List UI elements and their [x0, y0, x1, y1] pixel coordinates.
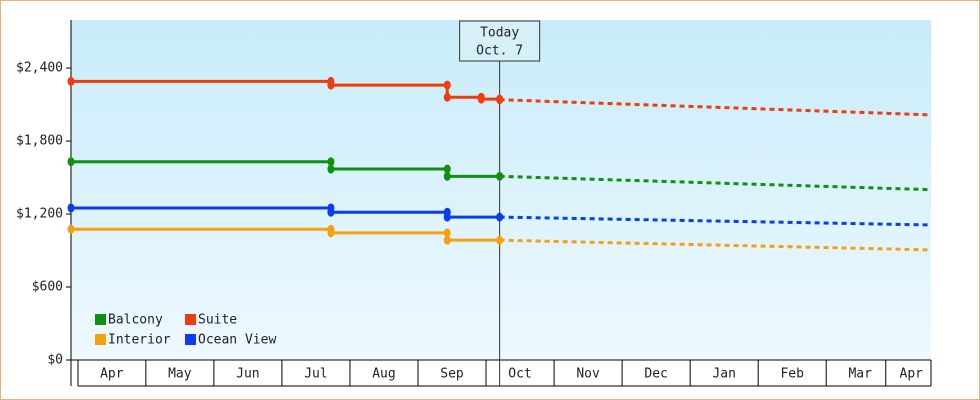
- point: [443, 235, 451, 245]
- legend-swatch: [95, 314, 106, 325]
- legend-swatch: [185, 334, 196, 345]
- point: [477, 94, 485, 104]
- today-label: Oct. 7: [476, 44, 523, 59]
- today-label: Today: [480, 26, 519, 41]
- point: [327, 207, 335, 217]
- x-tick-label: Feb: [780, 367, 804, 382]
- point: [443, 80, 451, 90]
- point: [443, 92, 451, 102]
- point: [443, 228, 451, 238]
- legend-label: Suite: [198, 313, 237, 328]
- y-tick-label: $1,200: [16, 207, 63, 222]
- legend-swatch: [185, 314, 196, 325]
- x-tick-label: Mar: [848, 367, 872, 382]
- x-tick-label: Jan: [712, 367, 735, 382]
- point: [327, 164, 335, 174]
- point: [443, 212, 451, 222]
- x-tick-label: Oct: [508, 367, 531, 382]
- point: [443, 171, 451, 181]
- y-tick-label: $2,400: [16, 61, 63, 76]
- x-tick-label: Aug: [372, 367, 395, 382]
- x-tick-label: Nov: [576, 367, 600, 382]
- legend-label: Balcony: [108, 313, 163, 328]
- point: [67, 203, 75, 213]
- point: [327, 157, 335, 167]
- y-tick-label: $1,800: [16, 134, 63, 149]
- legend-label: Ocean View: [198, 333, 276, 348]
- y-tick-label: $0: [47, 353, 63, 368]
- point: [327, 228, 335, 238]
- x-tick-label: Apr: [900, 367, 924, 382]
- point: [496, 235, 504, 245]
- point: [67, 224, 75, 234]
- y-tick-label: $600: [32, 280, 63, 295]
- legend-swatch: [95, 334, 106, 345]
- x-tick-label: Dec: [644, 367, 667, 382]
- legend-label: Interior: [108, 333, 171, 348]
- today-box: [459, 20, 541, 62]
- point: [67, 157, 75, 167]
- point: [496, 171, 504, 181]
- x-tick-label: Jun: [236, 367, 259, 382]
- point: [327, 80, 335, 90]
- point: [496, 212, 504, 222]
- x-tick-label: Apr: [100, 367, 124, 382]
- point: [443, 164, 451, 174]
- point: [496, 95, 504, 105]
- x-tick-label: May: [168, 367, 192, 382]
- x-tick-label: Sep: [440, 367, 464, 382]
- point: [67, 76, 75, 86]
- plot-area: [71, 20, 931, 360]
- x-tick-label: Jul: [304, 367, 327, 382]
